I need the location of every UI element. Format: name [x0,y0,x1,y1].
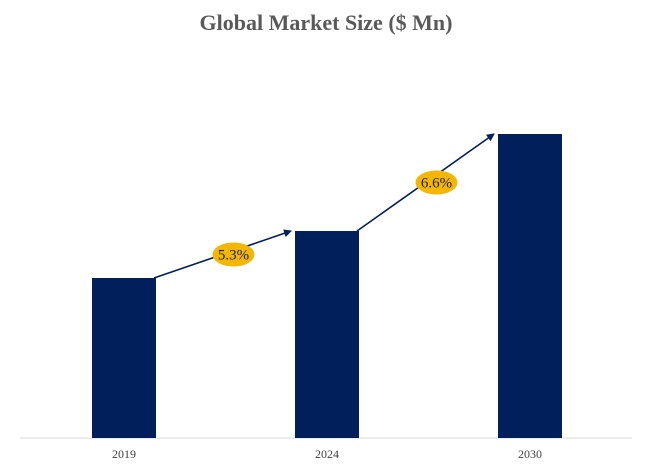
bar-2019 [92,278,156,438]
x-tick-label: 2024 [315,447,339,461]
bar-2030 [498,134,562,438]
cagr-label: 5.3% [218,248,249,264]
x-tick-label: 2030 [518,447,542,461]
x-tick-label: 2019 [112,447,136,461]
bar-2024 [295,231,359,438]
cagr-label: 6.6% [421,176,452,192]
cagr-badge [212,242,255,267]
chart-title: Global Market Size ($ Mn) [199,10,453,35]
cagr-badge [415,170,458,195]
